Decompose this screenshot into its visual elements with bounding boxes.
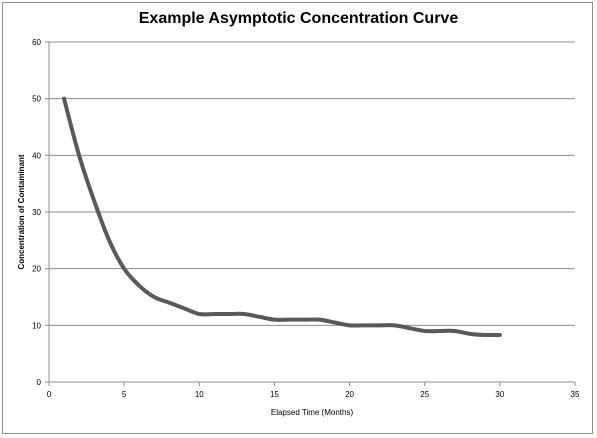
series-line-0 (62, 96, 502, 338)
y-tick-label-0: 0 (37, 378, 42, 387)
x-tick-label-0: 0 (47, 390, 52, 399)
y-tick-label-3: 30 (32, 208, 41, 217)
x-tick-labels: 0 5 10 15 20 25 30 35 (47, 382, 580, 399)
x-tick-label-2: 10 (195, 390, 204, 399)
chart-title: Example Asymptotic Concentration Curve (138, 10, 459, 27)
x-tick-label-1: 5 (122, 390, 127, 399)
x-axis-label: Elapsed Time (Months) (271, 408, 354, 417)
x-tick-label-7: 35 (571, 390, 580, 399)
y-tick-label-5: 50 (32, 95, 41, 104)
y-tick-labels: 0 10 20 30 40 50 60 (32, 38, 49, 387)
grid-lines (49, 41, 575, 326)
x-tick-label-4: 20 (345, 390, 354, 399)
y-tick-label-6: 60 (32, 38, 41, 47)
x-tick-label-3: 15 (270, 390, 279, 399)
x-tick-label-5: 25 (420, 390, 429, 399)
y-tick-label-1: 10 (32, 321, 41, 330)
x-tick-label-6: 30 (495, 390, 504, 399)
y-axis-label: Concentration of Contaminant (17, 154, 26, 269)
series-layer (62, 96, 502, 338)
y-tick-label-2: 20 (32, 265, 41, 274)
y-tick-label-4: 40 (32, 151, 41, 160)
